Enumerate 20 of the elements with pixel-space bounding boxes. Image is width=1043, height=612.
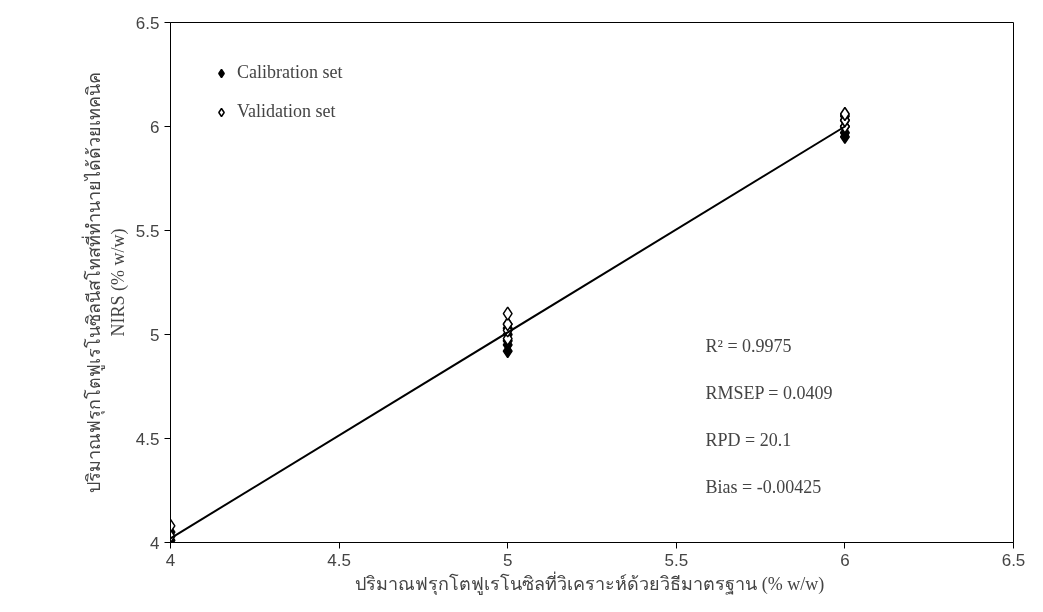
y-tick-label: 4	[150, 533, 160, 553]
x-axis-title: ปริมาณฟรุกโตฟูเรโนซิลที่วิเคราะห์ด้วยวิธีมาตรฐาน (% w/w)	[355, 570, 825, 595]
y-tick-label: 6.5	[135, 13, 160, 33]
annotation: RMSEP = 0.0409	[705, 382, 833, 403]
x-tick-label: 5	[502, 550, 513, 570]
y-tick-label: 4.5	[135, 429, 160, 449]
x-tick-label: 6	[840, 550, 850, 570]
annotation: RPD = 20.1	[705, 429, 792, 450]
x-tick-label: 4.5	[327, 550, 351, 570]
legend-label: Calibration set	[237, 62, 343, 83]
annotation: Bias = -0.00425	[705, 476, 822, 497]
annotation: R² = 0.9975	[705, 335, 792, 356]
y-tick-label: 6	[150, 117, 160, 137]
y-tick-label: 5.5	[135, 221, 160, 241]
x-tick-label: 5.5	[664, 550, 689, 570]
x-tick-label: 6.5	[1001, 550, 1026, 570]
y-tick-label: 5	[150, 325, 160, 345]
legend-label: Validation set	[237, 101, 336, 122]
y-axis-title: ปริมาณฟรุกโตฟูเรโนซิลนีสโทสที่ทำนายได้ด้วยเทคนิค NIRS (% w/w)	[80, 72, 129, 493]
x-tick-label: 4	[165, 550, 176, 570]
